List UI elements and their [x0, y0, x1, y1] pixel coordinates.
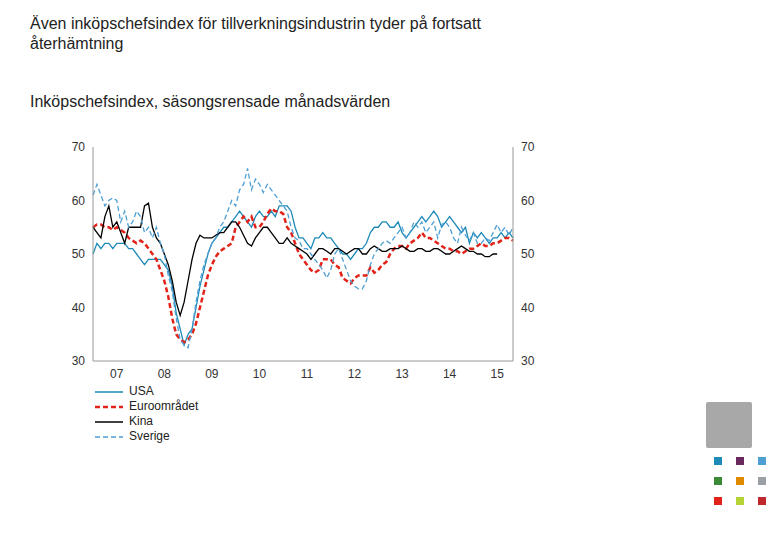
svg-text:50: 50 — [72, 247, 86, 261]
html-text:Även inköpschefsindex för till: Även inköpschefsindex för tillverkningsi… — [30, 15, 481, 52]
svg-text:60: 60 — [72, 194, 86, 208]
svg-text:11: 11 — [301, 367, 314, 381]
svg-text:07: 07 — [110, 367, 124, 381]
html-text:Sverige: Sverige — [129, 429, 170, 443]
svg-text:40: 40 — [521, 301, 535, 315]
svg-text:30: 30 — [521, 354, 535, 368]
svg-text:09: 09 — [205, 367, 219, 381]
svg-text:14: 14 — [443, 367, 457, 381]
svg-text:15: 15 — [490, 367, 504, 381]
svg-text:40: 40 — [72, 301, 86, 315]
svg-text:70: 70 — [72, 140, 86, 154]
html-text:Inköpschefsindex, säsongsrensa: Inköpschefsindex, säsongsrensade månadsv… — [30, 93, 391, 110]
svg-text:70: 70 — [521, 140, 535, 154]
svg-text:12: 12 — [348, 367, 362, 381]
svg-text:30: 30 — [72, 354, 86, 368]
svg-text:60: 60 — [521, 194, 535, 208]
html-text:Euroområdet: Euroområdet — [129, 399, 199, 413]
svg-text:08: 08 — [158, 367, 172, 381]
html-text:Kina: Kina — [129, 414, 153, 428]
svg-text:13: 13 — [395, 367, 409, 381]
svg-text:50: 50 — [521, 247, 535, 261]
html-text:USA: USA — [129, 384, 154, 398]
svg-text:10: 10 — [253, 367, 267, 381]
